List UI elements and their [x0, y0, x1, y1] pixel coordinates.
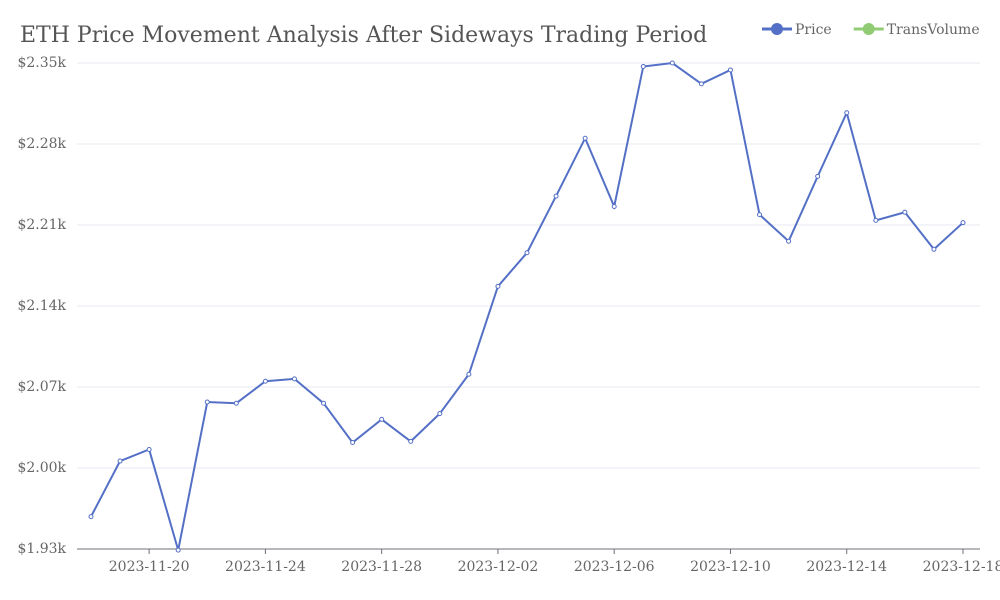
point [291, 376, 297, 382]
legend-label: TransVolume [887, 22, 980, 38]
point [146, 446, 152, 452]
y-tick-label: $2.28k [17, 136, 66, 152]
point [757, 212, 763, 218]
point [379, 416, 385, 422]
point [321, 400, 327, 406]
point [844, 110, 850, 116]
point [698, 81, 704, 87]
x-tick-label: 2023-12-02 [458, 559, 539, 575]
point [350, 440, 356, 446]
y-tick-label: $2.07k [17, 379, 66, 395]
point [611, 203, 617, 209]
point [437, 411, 443, 417]
x-tick-label: 2023-11-20 [109, 559, 190, 575]
x-tick-label: 2023-12-06 [574, 559, 655, 575]
point [233, 400, 239, 406]
legend-dot [771, 23, 783, 35]
point [873, 217, 879, 223]
x-tick-label: 2023-11-24 [225, 559, 306, 575]
y-tick-label: $2.00k [17, 460, 66, 476]
point [582, 135, 588, 141]
legend-label: Price [795, 22, 832, 38]
point [815, 173, 821, 179]
point [640, 63, 646, 69]
point [175, 547, 181, 553]
chart-title: ETH Price Movement Analysis After Sidewa… [20, 23, 707, 48]
point [495, 283, 501, 289]
legend-dot [862, 23, 875, 35]
point [524, 250, 530, 256]
x-tick-label: 2023-12-10 [690, 559, 771, 575]
point [931, 246, 937, 252]
point [960, 220, 966, 226]
point [669, 60, 675, 66]
point [553, 193, 559, 199]
price-line [90, 61, 964, 551]
point [117, 458, 123, 464]
point [902, 209, 908, 215]
y-tick-label: $2.35k [17, 55, 66, 71]
point [88, 514, 94, 520]
y-tick-label: $1.93k [17, 541, 66, 557]
point [262, 378, 268, 384]
point [727, 67, 733, 73]
point [466, 371, 472, 377]
y-tick-label: $2.14k [17, 298, 66, 314]
y-tick-label: $2.21k [17, 217, 66, 233]
point [786, 238, 792, 244]
x-tick-label: 2023-11-28 [341, 559, 422, 575]
point [204, 399, 210, 405]
x-tick-label: 2023-12-14 [806, 559, 887, 575]
x-tick-label: 2023-12-18 [923, 559, 1000, 575]
point [408, 438, 414, 444]
